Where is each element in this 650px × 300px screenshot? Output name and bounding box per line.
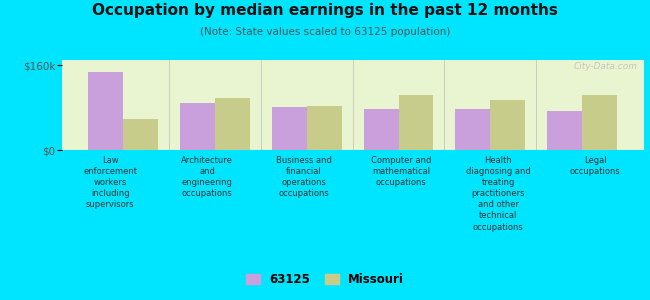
Bar bbox=[123, 119, 158, 150]
Text: (Note: State values scaled to 63125 population): (Note: State values scaled to 63125 popu… bbox=[200, 27, 450, 37]
Bar bbox=[547, 111, 582, 150]
Bar bbox=[88, 72, 123, 150]
Bar bbox=[307, 106, 342, 150]
Text: City-Data.com: City-Data.com bbox=[574, 62, 638, 71]
Text: Architecture
and
engineering
occupations: Architecture and engineering occupations bbox=[181, 156, 233, 198]
Bar bbox=[180, 103, 215, 150]
Bar bbox=[398, 95, 434, 150]
Legend: 63125, Missouri: 63125, Missouri bbox=[241, 269, 409, 291]
Bar bbox=[582, 95, 617, 150]
Bar bbox=[272, 106, 307, 150]
Bar bbox=[456, 109, 490, 150]
Text: Legal
occupations: Legal occupations bbox=[569, 156, 620, 176]
Text: Computer and
mathematical
occupations: Computer and mathematical occupations bbox=[371, 156, 432, 187]
Text: Business and
financial
operations
occupations: Business and financial operations occupa… bbox=[276, 156, 332, 198]
Bar bbox=[490, 100, 525, 150]
Text: Occupation by median earnings in the past 12 months: Occupation by median earnings in the pas… bbox=[92, 3, 558, 18]
Text: Law
enforcement
workers
including
supervisors: Law enforcement workers including superv… bbox=[83, 156, 137, 209]
Bar bbox=[363, 109, 398, 150]
Text: Health
diagnosing and
treating
practitioners
and other
technical
occupations: Health diagnosing and treating practitio… bbox=[465, 156, 530, 232]
Bar bbox=[215, 98, 250, 150]
